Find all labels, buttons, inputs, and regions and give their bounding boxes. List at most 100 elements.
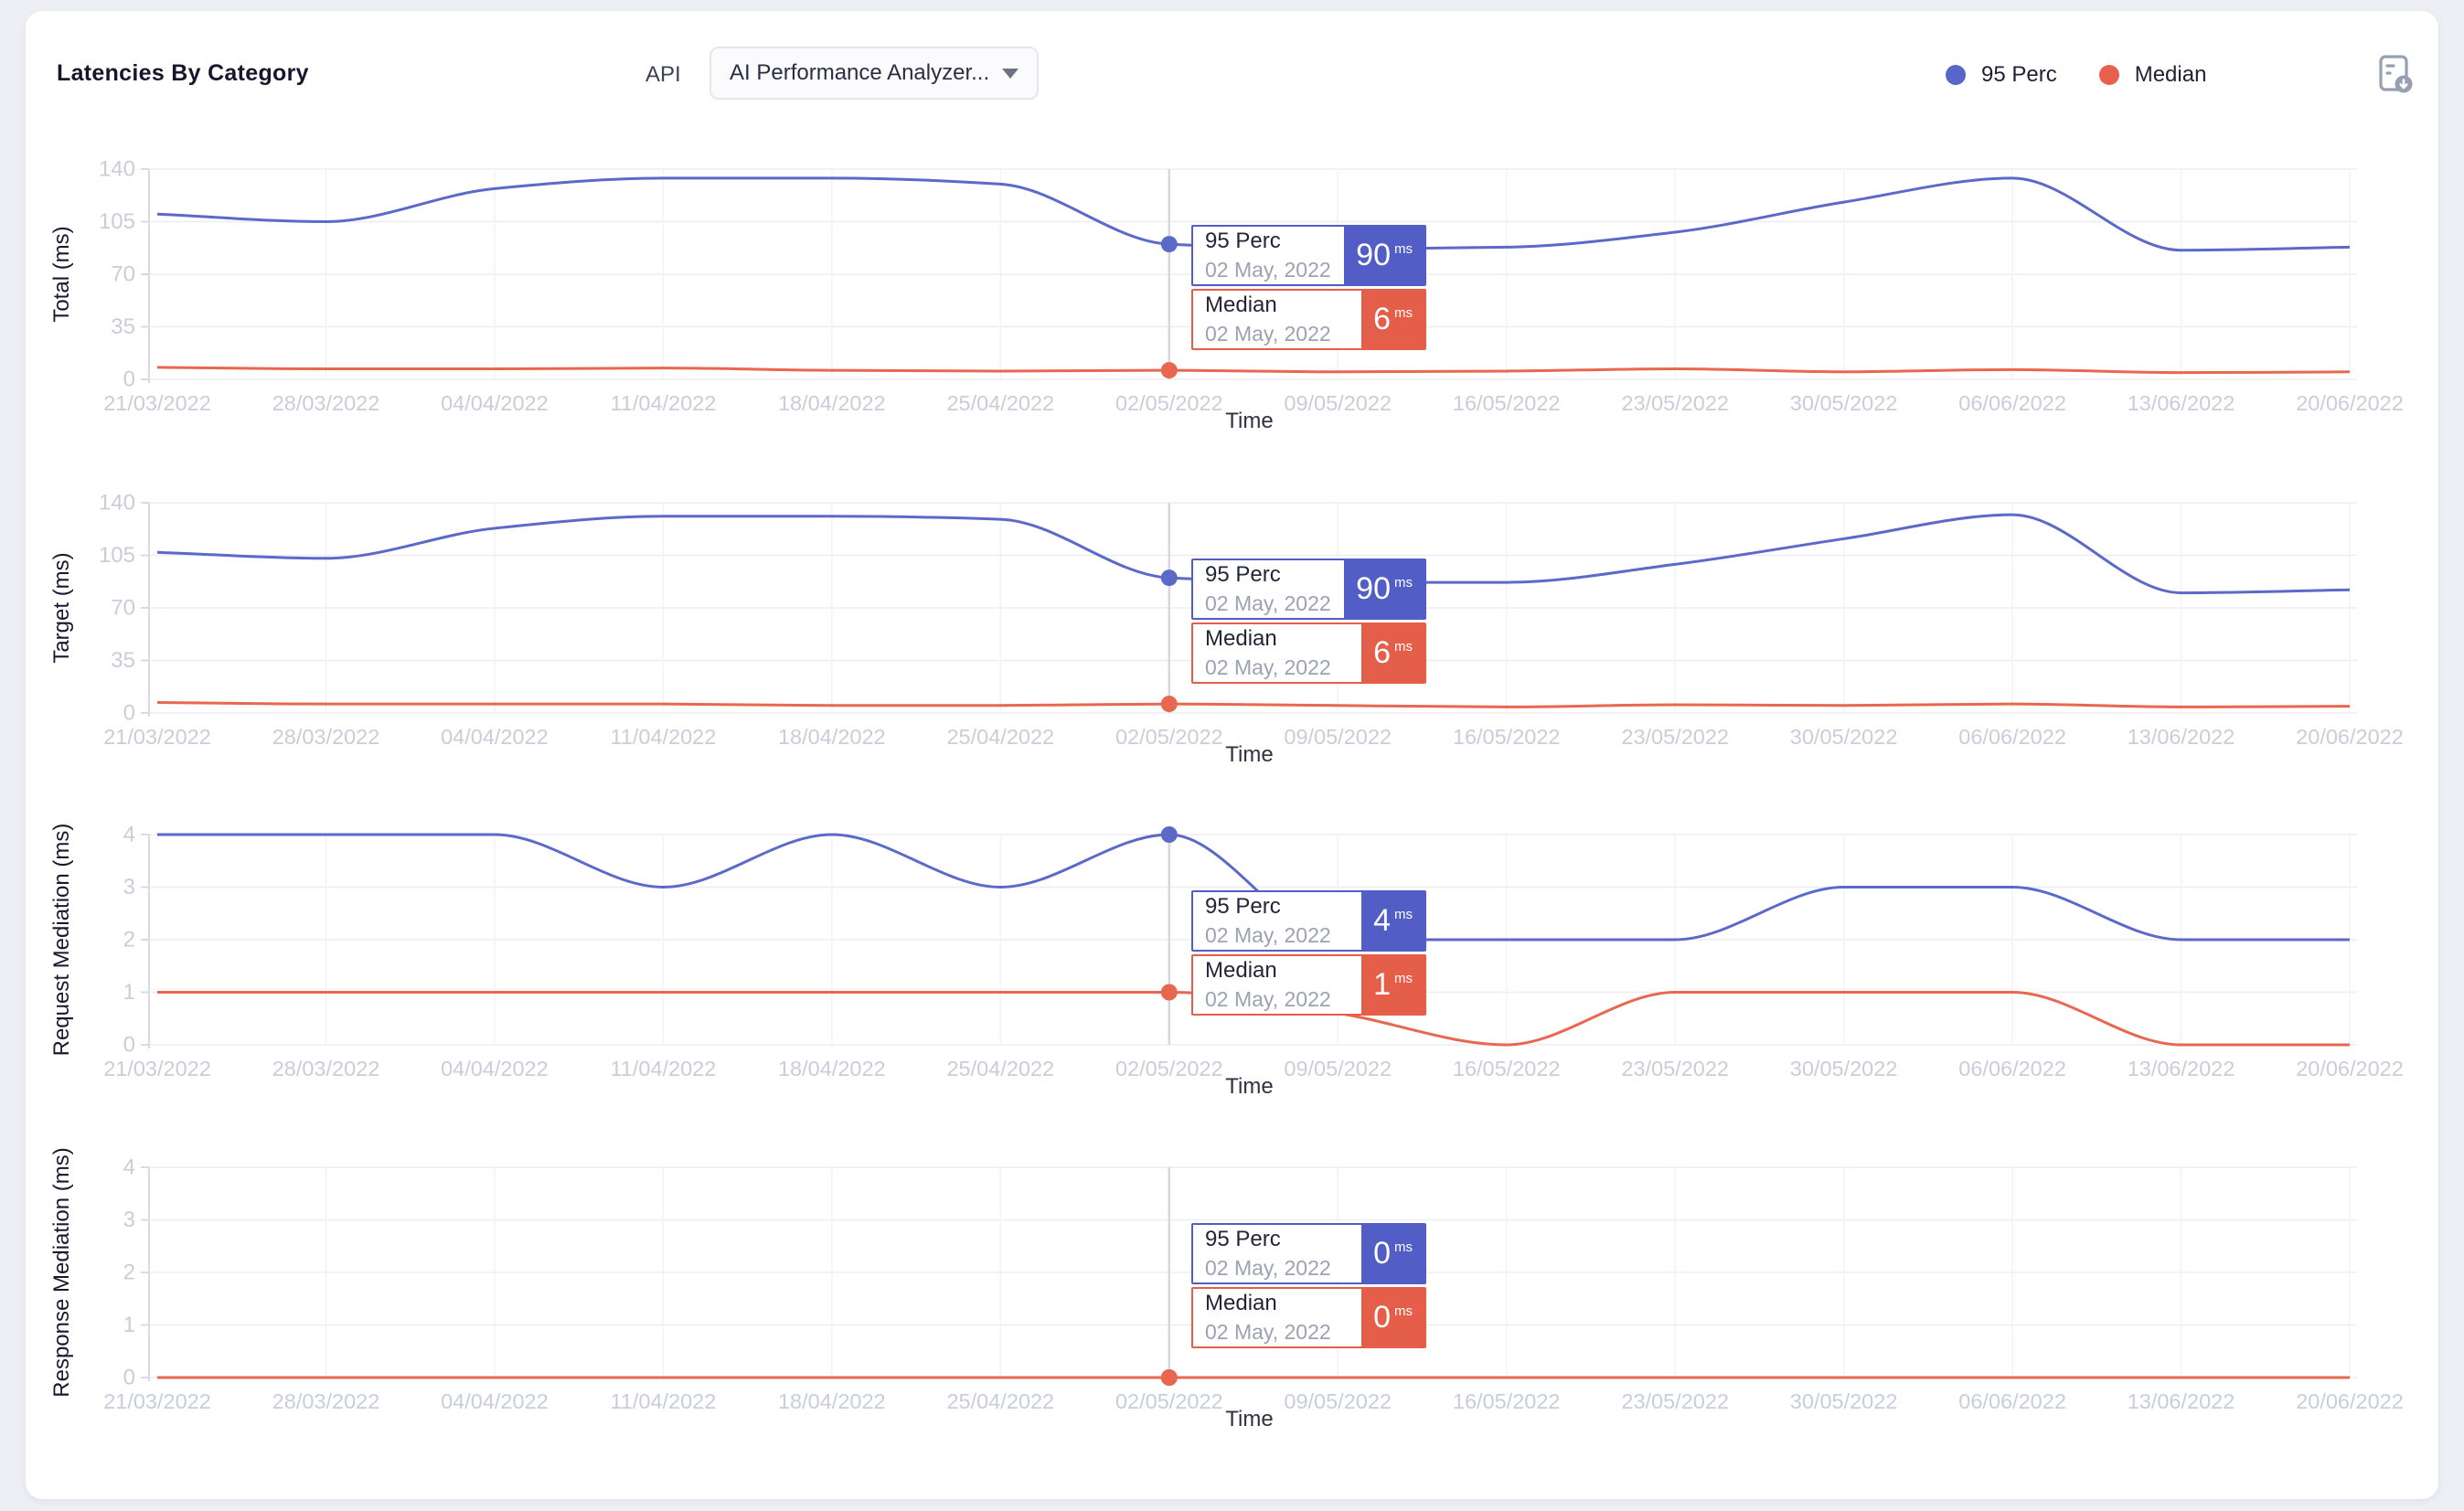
svg-text:02/05/2022: 02/05/2022 (1115, 1389, 1223, 1413)
tooltip-row-95-perc: 95 Perc 02 May, 2022 0 ms (1191, 1223, 1426, 1284)
svg-text:02/05/2022: 02/05/2022 (1115, 391, 1223, 415)
legend-item-95-perc[interactable]: 95 Perc (1946, 62, 2057, 88)
svg-text:70: 70 (111, 262, 135, 287)
svg-text:4: 4 (123, 823, 135, 847)
svg-text:11/04/2022: 11/04/2022 (610, 1389, 716, 1413)
svg-text:28/03/2022: 28/03/2022 (272, 1057, 380, 1080)
api-select[interactable]: AI Performance Analyzer... (709, 47, 1039, 100)
svg-text:3: 3 (123, 1208, 135, 1232)
tooltip-value: 6 (1373, 302, 1391, 336)
svg-text:02/05/2022: 02/05/2022 (1115, 725, 1223, 749)
svg-text:30/05/2022: 30/05/2022 (1790, 725, 1898, 749)
tooltip-value: 0 (1373, 1236, 1391, 1271)
svg-text:25/04/2022: 25/04/2022 (946, 1389, 1054, 1413)
tooltip-series-name: Median (1205, 292, 1277, 317)
svg-text:1: 1 (123, 1313, 135, 1337)
svg-text:25/04/2022: 25/04/2022 (946, 725, 1054, 749)
tooltip-unit: ms (1394, 1240, 1413, 1255)
tooltip-date: 02 May, 2022 (1205, 922, 1331, 947)
chevron-down-icon (1002, 68, 1019, 79)
tooltip-date: 02 May, 2022 (1205, 321, 1331, 346)
svg-text:16/05/2022: 16/05/2022 (1453, 1057, 1561, 1080)
export-report-button[interactable] (2372, 51, 2419, 99)
tooltip-unit: ms (1394, 907, 1413, 922)
report-download-icon (2379, 55, 2413, 93)
tooltip-series-name: Median (1205, 1290, 1277, 1315)
svg-text:04/04/2022: 04/04/2022 (441, 725, 549, 749)
svg-text:2: 2 (123, 928, 135, 952)
svg-text:13/06/2022: 13/06/2022 (2128, 725, 2235, 749)
svg-text:1: 1 (123, 980, 135, 1005)
svg-text:06/06/2022: 06/06/2022 (1958, 1057, 2066, 1080)
x-axis-title: Time (1225, 409, 1274, 433)
legend-item-median[interactable]: Median (2098, 62, 2207, 88)
svg-text:02/05/2022: 02/05/2022 (1115, 1057, 1223, 1080)
svg-text:105: 105 (99, 543, 135, 568)
x-axis-title: Time (1225, 742, 1274, 767)
svg-text:0: 0 (123, 1033, 135, 1058)
page-title: Latencies By Category (57, 60, 309, 86)
tooltip-unit: ms (1394, 305, 1413, 321)
tooltip-date: 02 May, 2022 (1205, 654, 1331, 679)
svg-text:30/05/2022: 30/05/2022 (1790, 391, 1898, 415)
tooltip-value: 0 (1373, 1300, 1391, 1335)
svg-text:28/03/2022: 28/03/2022 (272, 391, 380, 415)
x-axis-title: Time (1225, 1407, 1274, 1431)
svg-text:35: 35 (111, 314, 135, 339)
legend-dot-median (2098, 65, 2119, 85)
svg-text:11/04/2022: 11/04/2022 (610, 391, 716, 415)
svg-text:23/05/2022: 23/05/2022 (1621, 391, 1729, 415)
tooltip-series-name: Median (1205, 957, 1277, 983)
svg-text:21/03/2022: 21/03/2022 (103, 1389, 211, 1413)
svg-text:35: 35 (111, 648, 135, 673)
tooltip-unit: ms (1394, 639, 1413, 654)
svg-text:105: 105 (99, 209, 135, 234)
svg-text:30/05/2022: 30/05/2022 (1790, 1389, 1898, 1413)
svg-text:04/04/2022: 04/04/2022 (441, 391, 549, 415)
svg-text:0: 0 (123, 1366, 135, 1390)
svg-text:18/04/2022: 18/04/2022 (778, 1389, 886, 1413)
tooltip-row-median: Median 02 May, 2022 0 ms (1191, 1287, 1426, 1348)
tooltip-unit: ms (1394, 1304, 1413, 1319)
tooltip-date: 02 May, 2022 (1205, 1319, 1331, 1344)
svg-text:09/05/2022: 09/05/2022 (1284, 391, 1392, 415)
svg-text:140: 140 (99, 157, 135, 182)
svg-text:23/05/2022: 23/05/2022 (1621, 1389, 1729, 1413)
tooltip-unit: ms (1394, 241, 1413, 257)
svg-text:2: 2 (123, 1261, 135, 1285)
tooltip-row-median: Median 02 May, 2022 6 ms (1191, 289, 1426, 350)
svg-text:20/06/2022: 20/06/2022 (2296, 725, 2404, 749)
svg-text:18/04/2022: 18/04/2022 (778, 1057, 886, 1080)
svg-text:04/04/2022: 04/04/2022 (441, 1057, 549, 1080)
svg-text:13/06/2022: 13/06/2022 (2128, 1389, 2235, 1413)
chart-tooltip: 95 Perc 02 May, 2022 0 ms Median 02 May, … (1191, 1223, 1426, 1351)
chart-tooltip: 95 Perc 02 May, 2022 90 ms Median 02 May,… (1191, 559, 1426, 686)
svg-text:16/05/2022: 16/05/2022 (1453, 1389, 1561, 1413)
svg-text:04/04/2022: 04/04/2022 (441, 1389, 549, 1413)
tooltip-value: 90 (1356, 238, 1391, 272)
svg-text:21/03/2022: 21/03/2022 (103, 1057, 211, 1080)
x-axis-title: Time (1225, 1074, 1274, 1099)
svg-text:28/03/2022: 28/03/2022 (272, 1389, 380, 1413)
tooltip-value: 4 (1373, 903, 1391, 938)
tooltip-value: 6 (1373, 635, 1391, 670)
chart-tooltip: 95 Perc 02 May, 2022 4 ms Median 02 May, … (1191, 890, 1426, 1018)
tooltip-series-name: 95 Perc (1205, 561, 1281, 587)
svg-text:23/05/2022: 23/05/2022 (1621, 1057, 1729, 1080)
svg-text:18/04/2022: 18/04/2022 (778, 391, 886, 415)
svg-text:140: 140 (99, 491, 135, 516)
legend-label-median: Median (2134, 62, 2207, 87)
tooltip-series-name: 95 Perc (1205, 1226, 1281, 1251)
tooltip-row-median: Median 02 May, 2022 1 ms (1191, 954, 1426, 1016)
svg-text:30/05/2022: 30/05/2022 (1790, 1057, 1898, 1080)
api-select-value: AI Performance Analyzer... (730, 60, 990, 85)
svg-text:16/05/2022: 16/05/2022 (1453, 391, 1561, 415)
svg-text:25/04/2022: 25/04/2022 (946, 391, 1054, 415)
y-axis-title: Response Mediation (ms) (49, 1147, 74, 1398)
legend-dot-95-perc (1946, 65, 1966, 85)
legend-label-95-perc: 95 Perc (1981, 62, 2057, 87)
svg-text:23/05/2022: 23/05/2022 (1621, 725, 1729, 749)
tooltip-unit: ms (1394, 971, 1413, 986)
tooltip-value: 1 (1373, 967, 1391, 1002)
